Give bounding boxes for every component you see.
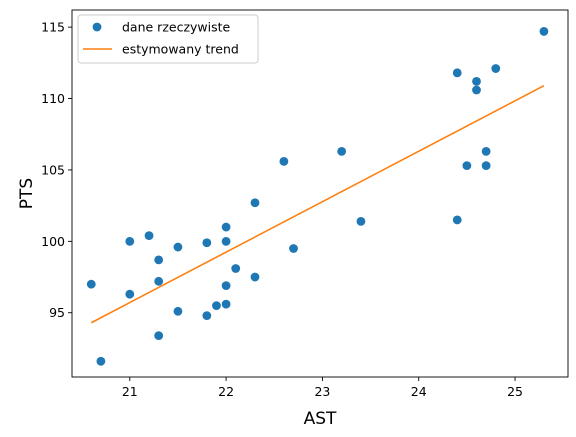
x-tick-label: 25 [507,384,523,399]
trend-line [90,84,545,324]
data-point [452,68,462,78]
x-tick-label: 21 [122,384,138,399]
data-point [154,255,164,265]
y-tick-label: 105 [41,162,65,177]
y-tick-label: 95 [49,305,65,320]
x-tick-label: 24 [411,384,427,399]
data-point [250,198,260,208]
data-point [231,264,241,273]
data-point [173,306,183,316]
data-point [202,238,212,248]
data-point [221,236,231,246]
data-point [472,77,481,86]
y-axis-label: PTS [17,178,37,209]
data-point [481,161,491,171]
data-point [202,311,212,320]
data-point [452,215,462,225]
data-point [221,222,231,232]
legend-marker-scatter [92,22,102,32]
x-tick-label: 23 [314,384,330,399]
axes-frame [71,9,569,378]
data-point [250,272,260,282]
legend: dane rzeczywiste estymowany trend [77,14,259,64]
data-point [279,156,289,166]
x-axis-label: AST [304,409,337,429]
data-point [154,331,164,340]
legend-box [77,14,259,64]
data-point [539,27,549,36]
data-point [86,279,96,289]
data-point [356,216,366,226]
data-point [154,276,164,286]
data-point [289,244,298,253]
data-point [472,85,481,95]
data-point [125,289,135,299]
legend-label-trend: estymowany trend [122,42,239,57]
data-point [144,231,154,241]
data-point [212,301,221,310]
plot-area: 21 22 23 24 25 95 100 105 110 115 [41,9,569,399]
data-point [462,161,472,171]
x-tick-label: 22 [218,384,234,399]
data-point [125,236,135,246]
data-point [221,299,231,309]
y-tick-label: 115 [41,20,65,35]
data-point [337,146,347,156]
data-point [221,281,231,291]
data-point [173,242,183,252]
data-point [96,356,106,366]
legend-label-scatter: dane rzeczywiste [122,20,231,35]
y-tick-label: 100 [41,234,65,249]
data-point [491,64,501,73]
y-tick-label: 110 [41,91,65,106]
data-point [481,146,491,156]
